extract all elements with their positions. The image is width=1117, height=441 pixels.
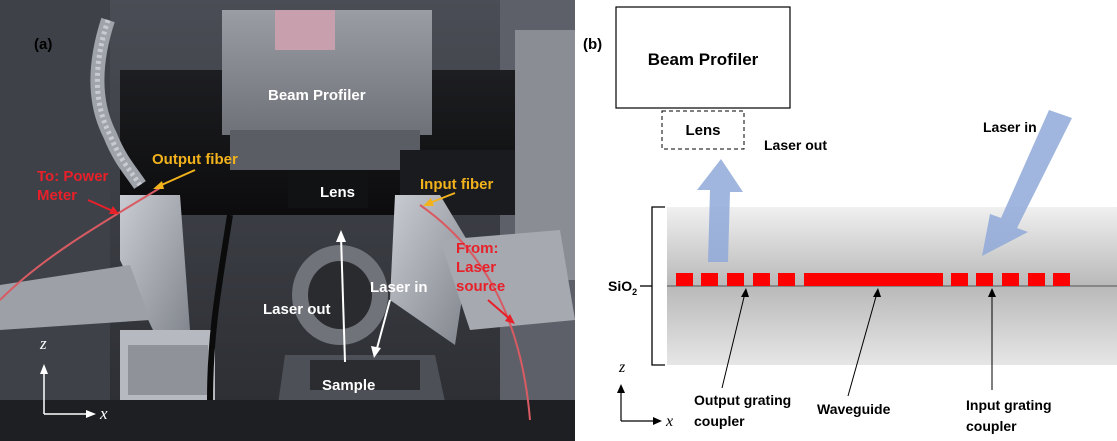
right-bracket <box>390 195 470 345</box>
beam-profiler-label: Beam Profiler <box>648 50 759 69</box>
from-laser-line2: Laser <box>456 259 496 276</box>
waveguide-strip <box>804 273 943 286</box>
photo-axis-x-label: x <box>99 404 108 423</box>
lens-barrel <box>288 170 368 208</box>
laser-out-arrow <box>340 235 346 363</box>
waveguide-pointer <box>847 292 878 397</box>
output-fiber-arrow <box>156 169 196 188</box>
sio2-bracket <box>651 206 665 366</box>
left-bracket <box>120 195 190 345</box>
input-coupler-label-line1: Input grating <box>966 397 1052 413</box>
lens-label: Lens <box>685 122 720 139</box>
left-plate <box>0 265 150 330</box>
lens-box <box>661 110 745 150</box>
input-grating <box>951 273 1070 286</box>
panel-b-label: (b) <box>583 36 602 53</box>
photo-laser-in-label: Laser in <box>370 279 428 296</box>
black-cable <box>207 214 233 401</box>
red-fiber-right <box>419 204 531 421</box>
diagram-axis-x-label: x <box>665 413 673 430</box>
laser-source-arrow <box>487 299 512 321</box>
to-power-meter-line1: To: Power <box>37 168 109 185</box>
bottom-floor <box>0 400 575 441</box>
output-grating <box>676 273 795 286</box>
beam-profiler-box <box>615 6 791 109</box>
from-laser-line1: From: <box>456 240 499 257</box>
laser-in-label: Laser in <box>983 119 1037 135</box>
photo-lens-label: Lens <box>320 184 355 201</box>
panel-a-label: (a) <box>34 36 52 53</box>
to-power-meter-line2: Meter <box>37 187 77 204</box>
laser-in-arrow <box>375 299 391 353</box>
photo-axis-z-label: z <box>39 334 47 353</box>
output-fiber-label: Output fiber <box>152 151 238 168</box>
beam-profiler-window <box>275 10 335 50</box>
photo-beam-profiler-label: Beam Profiler <box>268 87 366 104</box>
input-coupler-label-line2: coupler <box>966 418 1017 434</box>
schematic-diagram: (b) Beam Profiler Lens Laser out Laser i… <box>583 6 1117 434</box>
output-coupler-pointer <box>721 292 746 389</box>
sample-plate <box>310 360 420 390</box>
output-coupler-label-line2: coupler <box>694 413 745 429</box>
output-coupler-label-line1: Output grating <box>694 392 791 408</box>
diagram-axis-z-label: z <box>618 359 626 376</box>
photo-sample-label: Sample <box>322 377 375 394</box>
red-fiber-left <box>0 187 161 301</box>
photo-laser-out-label: Laser out <box>263 301 331 318</box>
from-laser-line3: source <box>456 278 505 295</box>
input-fiber-label: Input fiber <box>420 176 493 193</box>
laser-out-arrow <box>697 159 743 262</box>
laser-in-arrow <box>982 110 1072 256</box>
power-meter-arrow <box>87 199 116 213</box>
sio2-label: SiO2 <box>608 278 637 297</box>
waveguide-label: Waveguide <box>817 401 891 417</box>
setup-photo: (a) Beam Profiler Output fiber Lens Inpu… <box>0 0 575 441</box>
beam-profiler-base <box>230 130 420 170</box>
laser-out-label: Laser out <box>764 137 827 153</box>
